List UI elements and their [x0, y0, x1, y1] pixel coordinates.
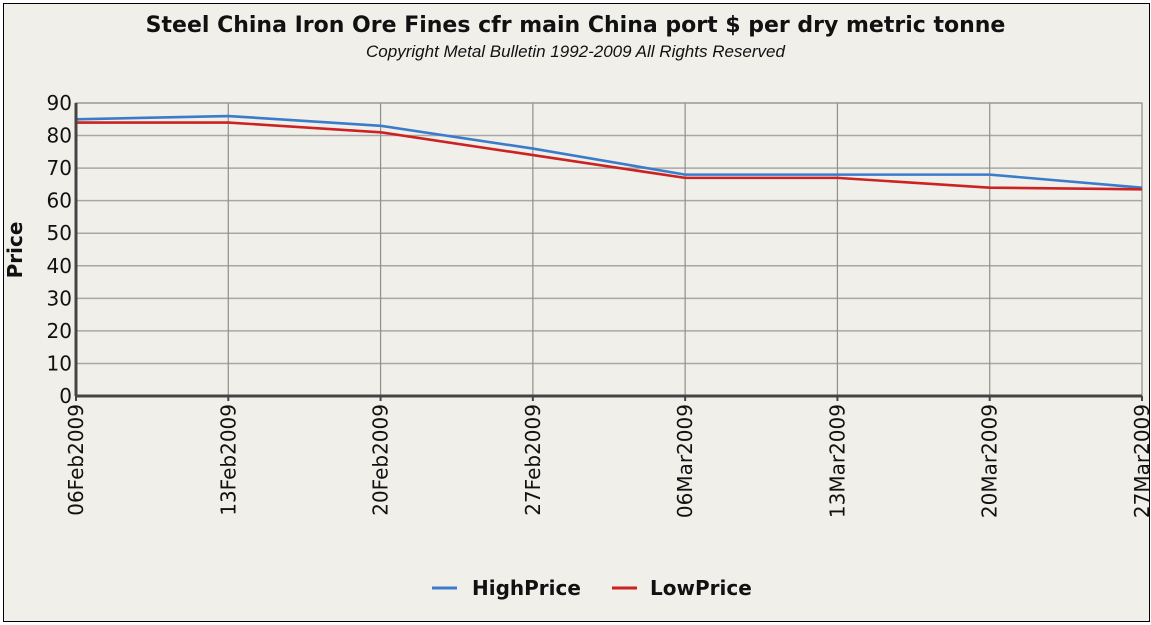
y-tick-label: 70	[47, 156, 72, 180]
x-tick-label: 27Mar2009	[1130, 404, 1151, 518]
legend: HighPrice LowPrice	[432, 576, 752, 600]
legend-label-lowprice: LowPrice	[650, 576, 752, 600]
legend-label-highprice: HighPrice	[472, 576, 581, 600]
x-tick-label: 13Mar2009	[825, 404, 849, 518]
chart-subtitle: Copyright Metal Bulletin 1992-2009 All R…	[366, 42, 785, 61]
x-tick-label: 27Feb2009	[521, 404, 545, 516]
chart-title: Steel China Iron Ore Fines cfr main Chin…	[145, 13, 1006, 38]
y-tick-labels: 0 10 20 30 40 50 60 70 80 90	[47, 91, 72, 408]
series-lines	[75, 114, 1143, 191]
x-tick-label: 20Feb2009	[369, 404, 393, 516]
plot-area	[76, 103, 1142, 396]
x-tick-label: 20Mar2009	[978, 404, 1002, 518]
series-line-lowprice	[76, 121, 1143, 191]
series-line-highprice	[75, 114, 1143, 189]
grid	[75, 102, 1143, 397]
y-tick-label: 90	[47, 91, 72, 115]
y-tick-label: 40	[47, 254, 72, 278]
y-tick-label: 50	[47, 221, 72, 245]
x-tick-labels: 06Feb2009 13Feb2009 20Feb2009 27Feb2009 06Ma…	[64, 404, 1151, 518]
y-tick-label: 80	[47, 124, 72, 148]
y-axis-label: Price	[3, 222, 27, 279]
x-tick-label: 13Feb2009	[216, 404, 240, 516]
y-tick-label: 10	[47, 351, 72, 375]
x-tick-label: 06Mar2009	[673, 404, 697, 518]
y-tick-label: 30	[47, 286, 72, 310]
y-tick-label: 0	[59, 384, 72, 408]
x-tick-label: 06Feb2009	[64, 404, 88, 516]
axes	[74, 103, 1143, 401]
y-tick-label: 20	[47, 319, 72, 343]
y-tick-label: 60	[47, 189, 72, 213]
